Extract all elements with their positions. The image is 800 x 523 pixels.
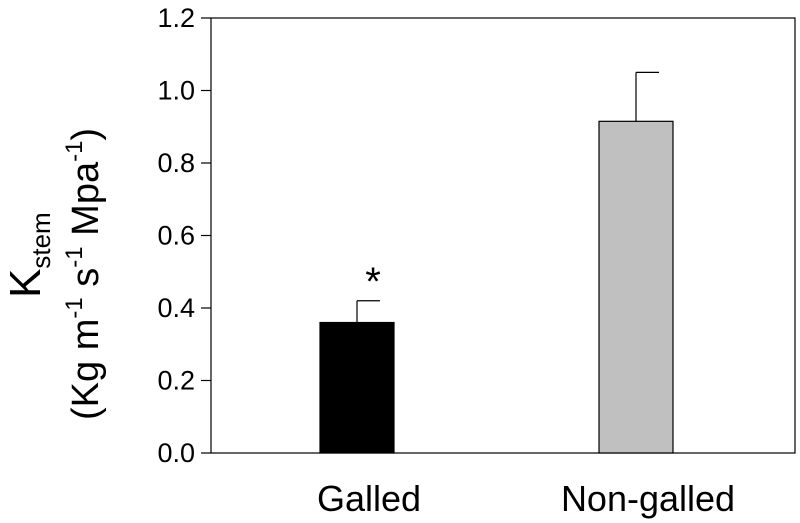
y-tick-label: 1.2: [157, 3, 195, 33]
significance-marker: *: [365, 260, 381, 304]
y-tick-label: 0.6: [157, 221, 195, 251]
x-category-label: Non-galled: [561, 478, 735, 519]
y-axis-label-units: (Kg m-1 s-1 Mpa-1): [61, 128, 107, 420]
bar-galled: [319, 321, 395, 454]
plot-frame: [210, 17, 796, 454]
y-tick-label: 0.2: [157, 366, 195, 396]
bar-non-galled: [598, 120, 674, 454]
y-tick-label: 0.8: [157, 148, 195, 178]
plot-area: 0.0 0.2 0.4 0.6 0.8 1.0 1.2 * Galled Non-galled: [157, 3, 796, 519]
x-category-label: Galled: [317, 478, 421, 519]
y-axis-label: Kstem (Kg m-1 s-1 Mpa-1): [1, 128, 107, 420]
y-tick-label: 0.4: [157, 293, 195, 323]
y-axis-label-k: Kstem: [1, 212, 56, 298]
y-tick-label: 1.0: [157, 76, 195, 106]
y-tick-label: 0.0: [157, 438, 195, 468]
